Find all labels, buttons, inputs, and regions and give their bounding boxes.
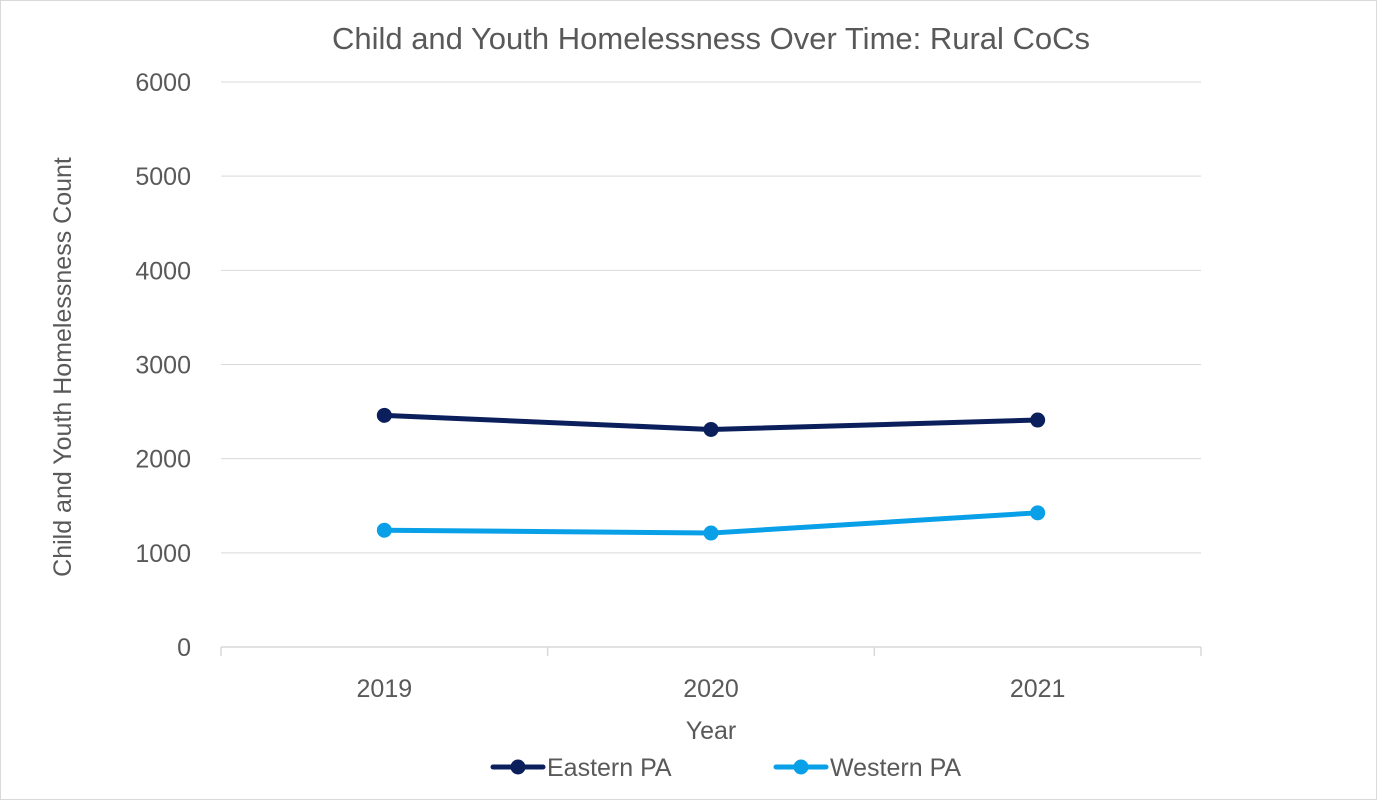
- legend-label: Western PA: [830, 754, 961, 782]
- series-western-pa: [376, 505, 1046, 541]
- legend-label: Eastern PA: [547, 754, 672, 782]
- y-tick-label: 1000: [135, 540, 191, 568]
- data-point: [703, 421, 719, 437]
- y-axis-title: Child and Youth Homelessness Count: [49, 157, 77, 577]
- y-tick-label: 3000: [135, 352, 191, 380]
- legend: Eastern PA Western PA: [490, 754, 961, 782]
- y-axis-tick-labels: 0 1000 2000 3000 4000 5000 6000: [135, 69, 191, 662]
- data-point: [703, 525, 719, 541]
- x-tick-label: 2021: [1010, 675, 1066, 703]
- y-tick-label: 6000: [135, 69, 191, 97]
- y-tick-label: 0: [177, 634, 191, 662]
- legend-swatch-marker: [510, 759, 526, 775]
- y-tick-label: 4000: [135, 257, 191, 285]
- x-axis-title: Year: [686, 717, 737, 745]
- series-eastern-pa: [376, 407, 1046, 437]
- legend-item: Eastern PA: [490, 754, 672, 782]
- legend-swatch-marker: [793, 759, 809, 775]
- gridlines: [221, 81, 1201, 554]
- y-tick-label: 2000: [135, 446, 191, 474]
- x-tick-label: 2019: [357, 675, 413, 703]
- data-point: [376, 522, 392, 538]
- data-point: [1030, 412, 1046, 428]
- legend-item: Western PA: [773, 754, 961, 782]
- y-tick-label: 5000: [135, 163, 191, 191]
- x-tick-label: 2020: [683, 675, 739, 703]
- x-axis-tick-labels: 2019 2020 2021: [357, 675, 1066, 703]
- data-point: [376, 407, 392, 423]
- x-axis: [220, 646, 1202, 656]
- series-layer: [376, 407, 1046, 541]
- chart-title: Child and Youth Homelessness Over Time: …: [332, 21, 1090, 56]
- data-point: [1030, 505, 1046, 521]
